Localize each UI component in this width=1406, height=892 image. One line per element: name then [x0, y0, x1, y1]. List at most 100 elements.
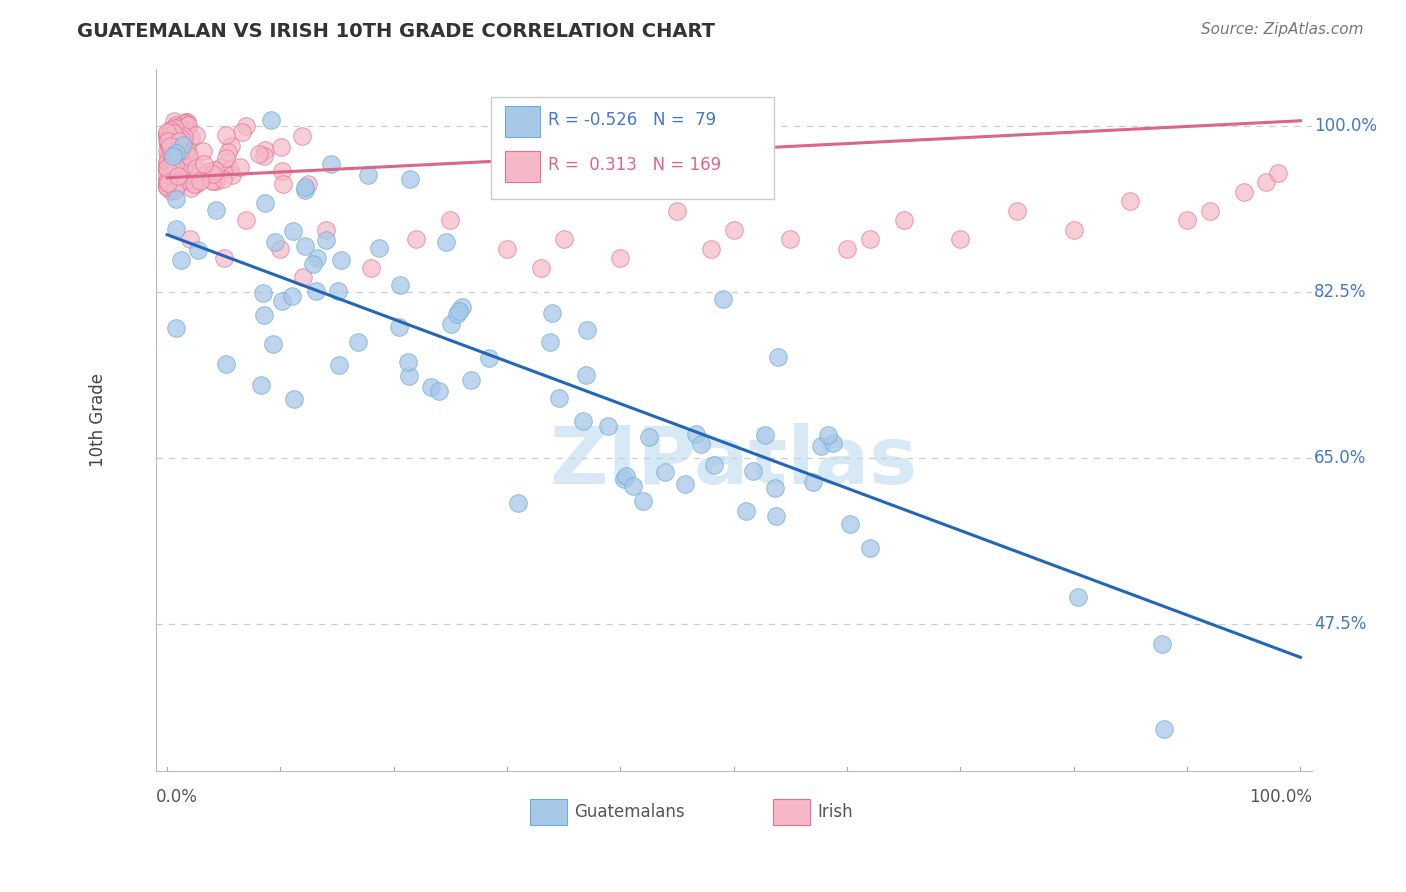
Point [173, 160, 195, 174]
Point [157, 171, 180, 186]
Point [779, 232, 801, 246]
Point [553, 232, 575, 246]
Point [294, 239, 316, 253]
Point [305, 284, 328, 298]
Point [156, 167, 179, 181]
Point [202, 173, 225, 187]
Point [330, 252, 353, 267]
Point [163, 121, 186, 136]
Point [221, 168, 243, 182]
Point [609, 252, 631, 266]
Point [754, 428, 776, 442]
FancyBboxPatch shape [773, 798, 810, 825]
Point [198, 163, 221, 178]
Point [156, 178, 179, 193]
Point [446, 307, 468, 321]
Point [174, 116, 197, 130]
Point [193, 168, 215, 182]
Point [156, 173, 179, 187]
Point [181, 176, 204, 190]
Text: 100.0%: 100.0% [1249, 789, 1312, 806]
Point [229, 160, 252, 174]
Point [254, 196, 277, 211]
Point [169, 175, 191, 189]
Point [184, 128, 207, 143]
Point [179, 232, 201, 246]
Point [156, 153, 179, 168]
Point [283, 224, 305, 238]
Point [184, 177, 207, 191]
Point [440, 317, 463, 331]
Point [176, 115, 198, 129]
Point [170, 130, 193, 145]
FancyBboxPatch shape [491, 96, 775, 199]
Point [405, 232, 427, 246]
Point [700, 242, 723, 256]
Point [387, 319, 409, 334]
Point [163, 127, 186, 141]
Point [169, 175, 191, 189]
Point [212, 252, 235, 266]
Point [252, 149, 274, 163]
Point [253, 143, 276, 157]
Point [176, 169, 198, 184]
Point [163, 154, 186, 169]
Point [631, 493, 654, 508]
Point [252, 285, 274, 300]
Point [541, 306, 564, 320]
Point [169, 168, 191, 182]
Point [156, 162, 179, 177]
Text: 0.0%: 0.0% [156, 789, 198, 806]
Point [162, 149, 184, 163]
Point [166, 119, 188, 133]
Point [160, 122, 183, 136]
Point [396, 355, 419, 369]
Point [315, 223, 337, 237]
Point [478, 351, 501, 365]
Point [765, 509, 787, 524]
Point [176, 118, 198, 132]
Point [159, 139, 181, 153]
Text: 82.5%: 82.5% [1315, 283, 1367, 301]
Point [156, 136, 179, 151]
Point [821, 435, 844, 450]
Point [328, 358, 350, 372]
Point [439, 213, 461, 227]
Point [160, 184, 183, 198]
Point [187, 244, 209, 258]
Point [157, 175, 180, 189]
Point [167, 177, 190, 191]
Point [159, 137, 181, 152]
Point [162, 154, 184, 169]
Point [166, 144, 188, 158]
Point [165, 146, 187, 161]
Point [949, 232, 972, 246]
Point [172, 137, 194, 152]
Point [156, 161, 179, 176]
Point [160, 128, 183, 143]
Text: R = -0.526   N =  79: R = -0.526 N = 79 [548, 111, 716, 128]
Text: 47.5%: 47.5% [1315, 615, 1367, 633]
Point [859, 232, 882, 246]
Point [173, 128, 195, 143]
Point [156, 161, 179, 176]
Point [156, 176, 179, 190]
Point [302, 257, 325, 271]
Point [156, 136, 179, 151]
Point [157, 165, 180, 179]
Point [270, 294, 292, 309]
Point [160, 121, 183, 136]
Point [162, 147, 184, 161]
Point [156, 145, 179, 159]
Point [614, 468, 637, 483]
Point [156, 161, 179, 175]
Point [530, 260, 553, 275]
Point [711, 292, 734, 306]
Point [180, 131, 202, 145]
Point [180, 181, 202, 195]
Point [357, 168, 380, 182]
Point [654, 465, 676, 479]
Point [176, 156, 198, 170]
Point [1233, 185, 1256, 199]
Point [235, 119, 257, 133]
